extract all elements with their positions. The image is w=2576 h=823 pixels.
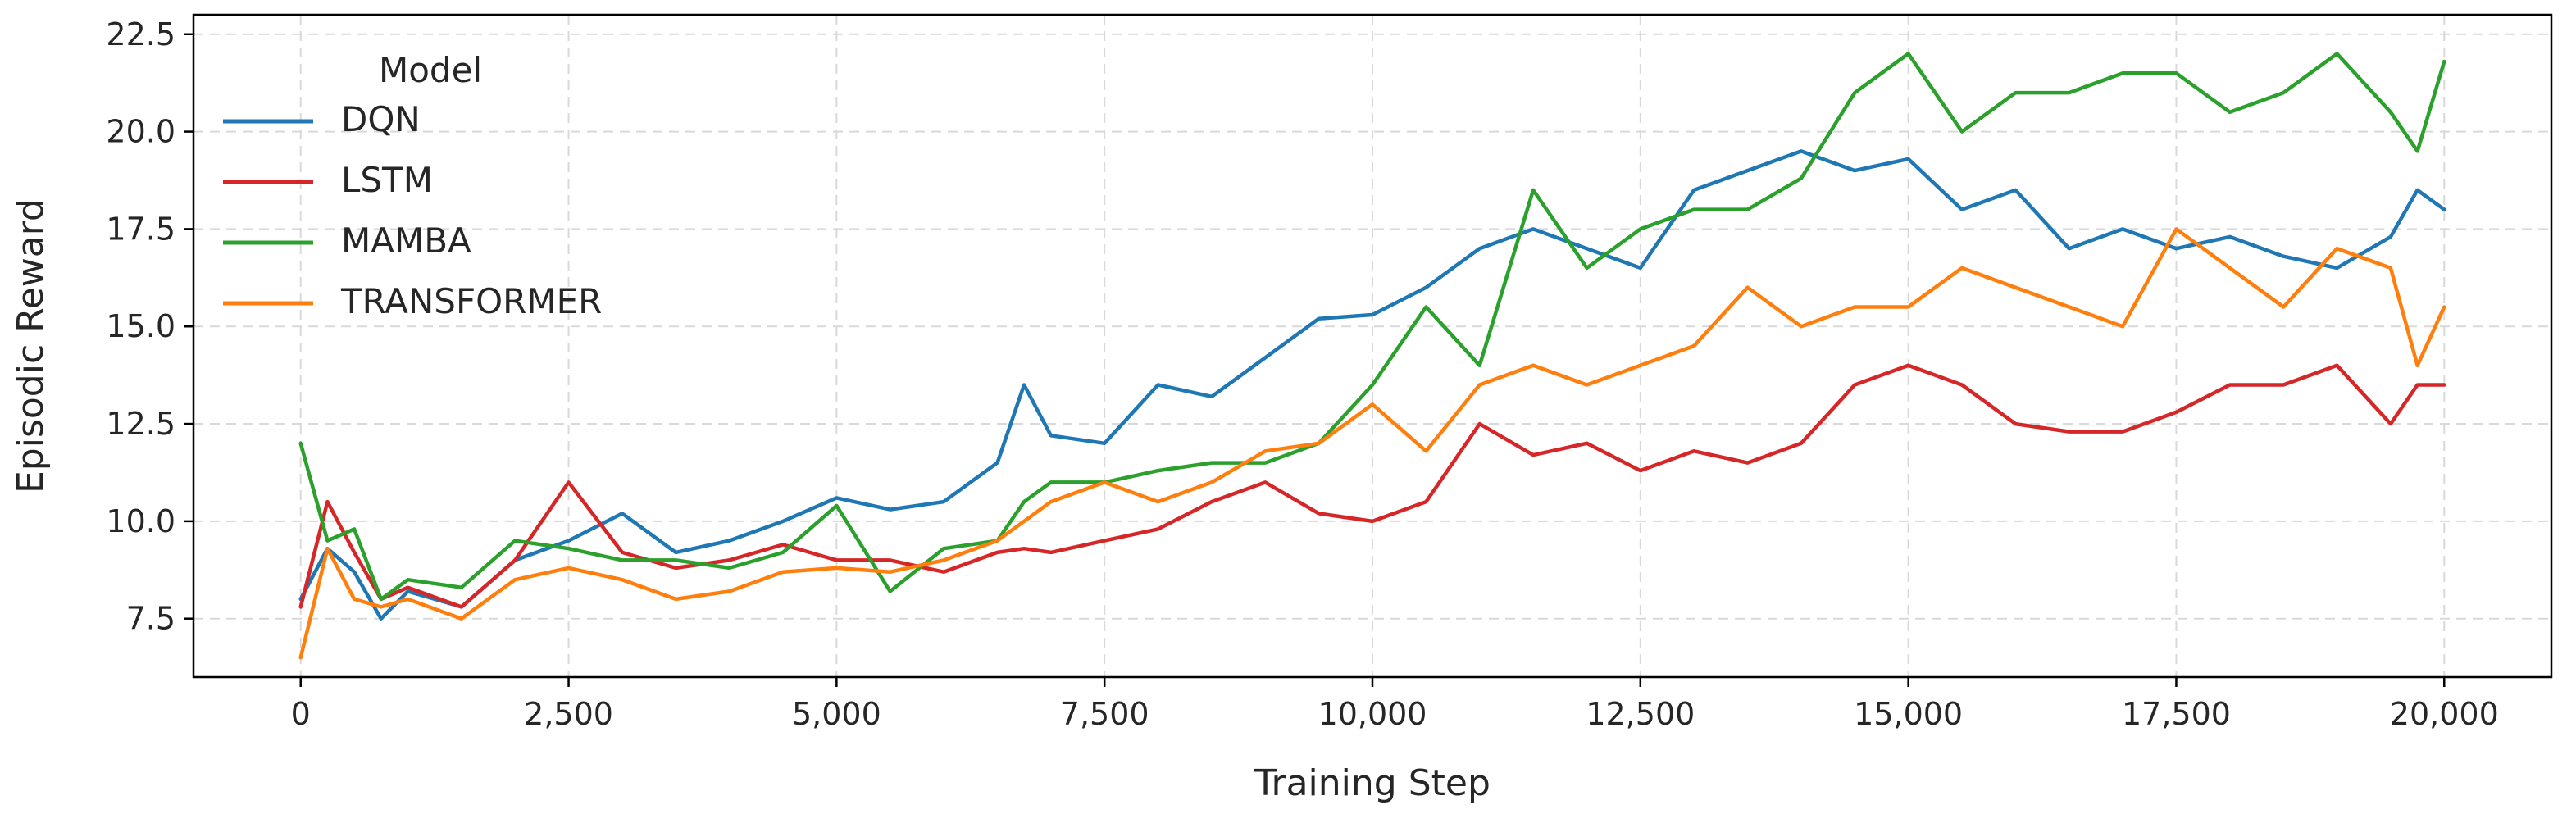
y-tick-label: 15.0 bbox=[106, 308, 175, 344]
y-axis-label: Episodic Reward bbox=[10, 198, 52, 493]
x-axis-ticks: 0 2,500 5,000 7,500 10,000 12,500 15,000 17,500… bbox=[291, 677, 2499, 732]
y-tick-label: 17.5 bbox=[106, 211, 175, 247]
x-tick-label: 20,000 bbox=[2390, 696, 2499, 732]
x-tick-label: 0 bbox=[291, 696, 311, 732]
legend-title: Model bbox=[379, 50, 482, 90]
legend: Model DQN LSTM MAMBA TRANSFORMER bbox=[223, 50, 602, 321]
y-tick-label: 12.5 bbox=[106, 406, 175, 442]
x-tick-label: 17,500 bbox=[2122, 696, 2231, 732]
x-axis-label: Training Step bbox=[1254, 762, 1491, 804]
legend-label-dqn: DQN bbox=[341, 99, 421, 139]
x-tick-label: 12,500 bbox=[1586, 696, 1695, 732]
y-axis-ticks: 7.5 10.0 12.5 15.0 17.5 20.0 22.5 bbox=[106, 16, 193, 637]
legend-label-mamba: MAMBA bbox=[341, 221, 471, 261]
y-tick-label: 7.5 bbox=[126, 601, 175, 637]
legend-items: DQN LSTM MAMBA TRANSFORMER bbox=[223, 99, 602, 321]
x-tick-label: 7,500 bbox=[1060, 696, 1149, 732]
grid bbox=[193, 15, 2551, 677]
x-tick-label: 10,000 bbox=[1318, 696, 1427, 732]
series-line-transformer bbox=[298, 227, 2446, 660]
y-tick-label: 20.0 bbox=[106, 114, 175, 150]
x-tick-label: 15,000 bbox=[1854, 696, 1963, 732]
x-tick-label: 2,500 bbox=[524, 696, 613, 732]
series-line-lstm bbox=[298, 363, 2446, 609]
y-tick-label: 22.5 bbox=[106, 16, 175, 52]
y-tick-label: 10.0 bbox=[106, 503, 175, 539]
legend-label-transformer: TRANSFORMER bbox=[340, 281, 602, 321]
x-tick-label: 5,000 bbox=[792, 696, 881, 732]
legend-label-lstm: LSTM bbox=[341, 160, 433, 200]
series-lines bbox=[298, 52, 2446, 660]
series-line-dqn bbox=[298, 149, 2446, 621]
